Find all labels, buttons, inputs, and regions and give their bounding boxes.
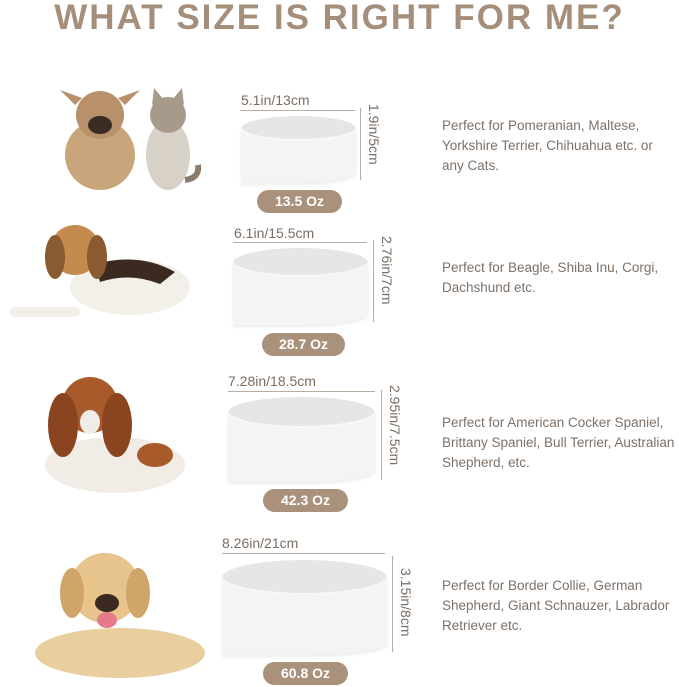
width-line bbox=[228, 391, 375, 392]
width-line bbox=[240, 110, 355, 111]
size-description: Perfect for American Cocker Spaniel, Bri… bbox=[442, 415, 675, 470]
height-label: 1.9in/5cm bbox=[366, 104, 382, 165]
beagle-image bbox=[10, 225, 190, 317]
width-label: 6.1in/15.5cm bbox=[234, 225, 315, 241]
size-description: Perfect for Border Collie, German Shephe… bbox=[442, 578, 670, 633]
capacity-badge: 60.8 Oz bbox=[263, 662, 348, 685]
width-label: 8.26in/21cm bbox=[222, 535, 299, 551]
labrador-image bbox=[35, 553, 205, 678]
bowl-small bbox=[241, 116, 356, 183]
page-title: WHAT SIZE IS RIGHT FOR ME? bbox=[54, 0, 625, 37]
width-line bbox=[233, 242, 367, 243]
height-line bbox=[392, 556, 393, 652]
capacity-badge: 42.3 Oz bbox=[263, 489, 348, 512]
size-description: Perfect for Pomeranian, Maltese, Yorkshi… bbox=[442, 118, 653, 173]
size-description: Perfect for Beagle, Shiba Inu, Corgi, Da… bbox=[442, 260, 659, 295]
bowl-large bbox=[228, 397, 375, 482]
height-line bbox=[360, 108, 361, 180]
height-label: 3.15in/8cm bbox=[398, 568, 414, 637]
width-label: 5.1in/13cm bbox=[241, 92, 310, 108]
width-line bbox=[222, 553, 385, 554]
bowl-medium bbox=[233, 248, 368, 325]
capacity-badge: 13.5 Oz bbox=[257, 190, 342, 213]
bowl-extra-large bbox=[222, 560, 387, 655]
spaniel-image bbox=[45, 377, 185, 493]
puppy-and-kitten-image bbox=[60, 88, 202, 190]
height-line bbox=[381, 390, 382, 480]
capacity-badge: 28.7 Oz bbox=[262, 333, 345, 356]
height-label: 2.76in/7cm bbox=[379, 236, 395, 305]
height-label: 2.95in/7.5cm bbox=[387, 385, 403, 466]
width-label: 7.28in/18.5cm bbox=[228, 373, 316, 389]
height-line bbox=[373, 240, 374, 322]
